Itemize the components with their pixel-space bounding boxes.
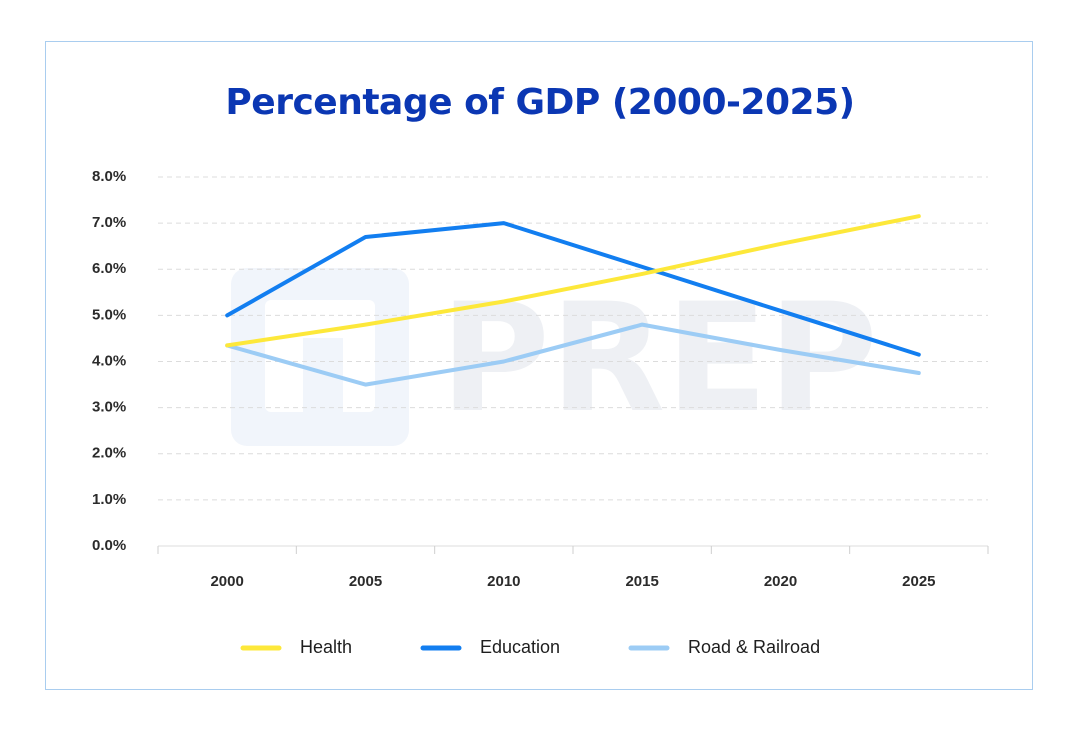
x-tick-label: 2025 — [902, 573, 935, 590]
series-line-education — [225, 221, 921, 357]
y-tick-label: 7.0% — [92, 214, 126, 231]
x-tick-label: 2005 — [349, 573, 382, 590]
y-tick-label: 8.0% — [92, 168, 126, 185]
legend-label: Road & Railroad — [688, 637, 820, 657]
chart-title: Percentage of GDP (2000-2025) — [225, 82, 855, 123]
y-tick-label: 3.0% — [92, 399, 126, 416]
series-lines — [225, 214, 921, 387]
legend-label: Education — [480, 637, 560, 657]
x-axis-ticks: 2000 2005 2010 2015 2020 2025 — [210, 573, 935, 590]
y-tick-label: 5.0% — [92, 306, 126, 323]
grid — [158, 176, 988, 501]
x-tick-label: 2015 — [625, 573, 658, 590]
y-tick-label: 0.0% — [92, 537, 126, 554]
y-tick-label: 2.0% — [92, 445, 126, 462]
watermark: PREP — [231, 268, 878, 446]
series-line-health — [225, 214, 921, 348]
legend: Health Education Road & Railroad — [240, 637, 820, 657]
legend-label: Health — [300, 637, 352, 657]
x-tick-label: 2010 — [487, 573, 520, 590]
series-line-road-railroad — [225, 322, 921, 387]
y-axis-ticks: 0.0% 1.0% 2.0% 3.0% 4.0% 5.0% 6.0% 7.0% 8.0% — [92, 168, 126, 554]
x-axis — [157, 545, 989, 554]
x-tick-label: 2020 — [764, 573, 797, 590]
y-tick-label: 6.0% — [92, 260, 126, 277]
y-tick-label: 1.0% — [92, 491, 126, 508]
x-tick-label: 2000 — [210, 573, 243, 590]
y-tick-label: 4.0% — [92, 352, 126, 369]
